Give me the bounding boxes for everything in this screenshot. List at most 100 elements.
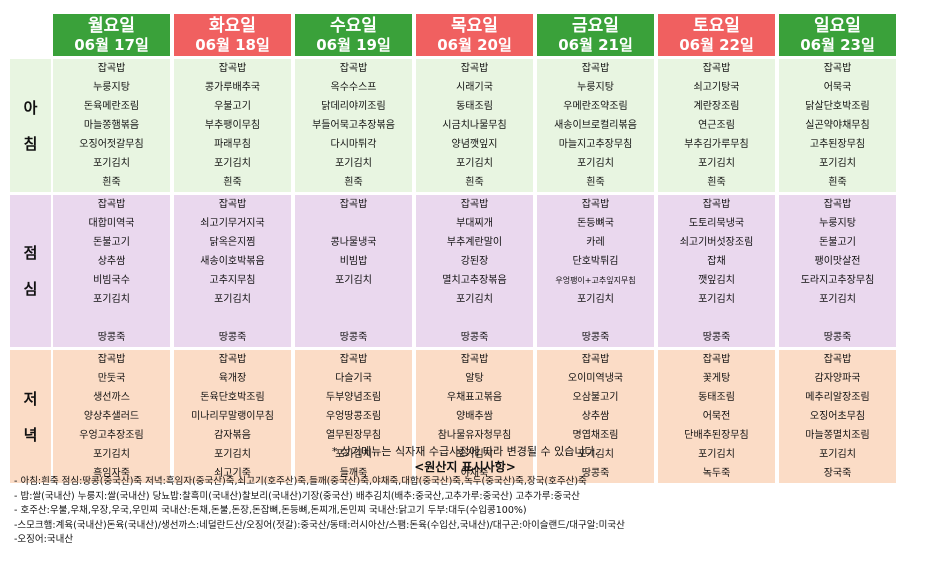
menu-item: 포기김치 — [698, 294, 735, 305]
label-char: 점 — [23, 244, 38, 262]
menu-item: 잡곡밥 — [581, 63, 610, 74]
menu-item: 흰죽 — [102, 177, 121, 188]
menu-item — [658, 309, 775, 328]
menu-item: 쇠고기무거지국 — [200, 218, 265, 229]
change-notice: * 상기메뉴는 식자재 수급사정에 따라 변경될 수 있습니다. — [331, 445, 599, 458]
origin-line: -오징어:국내산 — [14, 534, 74, 545]
menu-item: 누룽지탕 — [819, 218, 856, 229]
menu-item: 고추지무침 — [209, 275, 256, 286]
menu-item: 돈육단호박조림 — [200, 392, 265, 403]
menu-item: 포기김치 — [456, 158, 493, 169]
lunch-day-1: 잡곡밥 대합미역국 돈불고기 상추쌈 비빔국수 포기김치 땅콩죽 — [51, 195, 172, 347]
menu-item: 잡곡밥 — [581, 354, 610, 365]
menu-item: 도토리묵냉국 — [688, 218, 745, 229]
menu-item: 콩가루배추국 — [204, 82, 261, 93]
day-header-2: 화요일 06월 18일 — [172, 14, 293, 56]
menu-item — [53, 309, 170, 328]
day-name: 화요일 — [209, 15, 256, 36]
day-header-3: 수요일 06월 19일 — [293, 14, 414, 56]
menu-item: 흰죽 — [344, 177, 363, 188]
menu-item: 포기김치 — [335, 158, 372, 169]
lunch-day-4: 잡곡밥 부대찌개 부추계란말이 강된장 멸치고추장볶음 포기김치 땅콩죽 — [414, 195, 535, 347]
menu-item: 새송이호박볶음 — [200, 256, 265, 267]
weekly-menu-table: 월요일 06월 17일 화요일 06월 18일 수요일 06월 19일 목요일 06월 20일… — [10, 14, 898, 483]
menu-item: 다슬기국 — [335, 373, 372, 384]
origin-line: - 밥:쌀(국내산) 누룽지:쌀(국내산) 당뇨밥:찰흑미(국내산)찰보리(국내… — [14, 490, 580, 502]
menu-item: 포기김치 — [214, 449, 251, 460]
menu-item — [295, 309, 412, 328]
menu-item: 잡곡밥 — [460, 354, 489, 365]
menu-item: 단호박튀김 — [572, 256, 619, 267]
menu-item: 잡곡밥 — [339, 63, 368, 74]
menu-item: 콩나물냉국 — [330, 237, 377, 248]
menu-item: 육개장 — [218, 373, 247, 384]
label-char: 녁 — [23, 425, 38, 444]
day-name: 월요일 — [88, 15, 135, 36]
menu-item: 잡곡밥 — [823, 63, 852, 74]
menu-item: 땅콩죽 — [339, 332, 368, 343]
menu-item: 깻잎김치 — [698, 275, 735, 286]
menu-item: 포기김치 — [819, 449, 856, 460]
day-header-7: 일요일 06월 23일 — [777, 14, 898, 56]
menu-item: 포기김치 — [335, 449, 372, 460]
lunch-day-3: 잡곡밥 콩나물냉국 비빔밥 포기김치 땅콩죽 — [293, 195, 414, 347]
menu-item: 땅콩죽 — [823, 332, 852, 343]
menu-item: 상추쌈 — [581, 411, 610, 422]
label-char: 저 — [23, 389, 38, 408]
dinner-day-5: 잡곡밥 오이미역냉국 오삼불고기 상추쌈 명엽채조림 포기김치 땅콩죽 — [535, 350, 656, 483]
menu-item: 부추계란말이 — [446, 237, 503, 248]
menu-item: 잡곡밥 — [460, 199, 489, 210]
menu-item: 포기김치 — [93, 294, 130, 305]
day-header-4: 목요일 06월 20일 — [414, 14, 535, 56]
menu-item: 잡곡밥 — [97, 199, 126, 210]
dinner-day-7: 잡곡밥 감자양파국 메추리알장조림 오징어초무침 마늘쫑멸치조림 포기김치 장국죽 — [777, 350, 898, 483]
menu-item: 포기김치 — [456, 294, 493, 305]
menu-item: 잡채 — [707, 256, 726, 267]
menu-item: 포기김치 — [335, 275, 372, 286]
label-char: 침 — [23, 134, 38, 153]
menu-item: 쇠고기죽 — [214, 468, 251, 479]
origin-title: <원산지 표시사항> — [414, 460, 516, 474]
menu-item: 잡곡밥 — [702, 199, 731, 210]
menu-item: 옥수수스프 — [330, 82, 377, 93]
menu-item: 땅콩죽 — [97, 332, 126, 343]
menu-item: 쇠고기탕국 — [693, 82, 740, 93]
menu-item: 야채죽 — [460, 468, 489, 479]
breakfast-day-5: 잡곡밥 누룽지탕 우메란조약조림 새송이브로컬리볶음 마늘지고추장무침 포기김치 흰죽 — [535, 59, 656, 192]
dinner-day-4: 잡곡밥 알탕 우채표고볶음 양배추쌈 참나물유자청무침 포기김치 야채죽 — [414, 350, 535, 483]
menu-item: 닭살단호박조림 — [805, 101, 870, 112]
lunch-day-6: 잡곡밥 도토리묵냉국 쇠고기버섯장조림 잡채 깻잎김치 포기김치 땅콩죽 — [656, 195, 777, 347]
menu-item: 잡곡밥 — [218, 354, 247, 365]
menu-item: 꽃게탕 — [702, 373, 731, 384]
menu-item: 돈불고기 — [93, 237, 130, 248]
breakfast-day-4: 잡곡밥 시래기국 동태조림 시금치나물무침 양념깻잎지 포기김치 흰죽 — [414, 59, 535, 192]
menu-item: 잡곡밥 — [823, 199, 852, 210]
menu-item: 우엉땅콩조림 — [325, 411, 382, 422]
menu-item: 오삼불고기 — [572, 392, 619, 403]
menu-item: 실곤약야채무침 — [805, 120, 870, 131]
menu-item: 부추김가루무침 — [684, 139, 749, 150]
dinner-day-3: 잡곡밥 다슬기국 두부양념조림 우엉땅콩조림 열무된장무침 포기김치 들깨죽 — [293, 350, 414, 483]
menu-item — [295, 290, 412, 309]
menu-item: 땅콩죽 — [702, 332, 731, 343]
menu-item: 잡곡밥 — [460, 63, 489, 74]
menu-item — [537, 309, 654, 328]
menu-item: 잡곡밥 — [702, 63, 731, 74]
menu-item: 연근조림 — [698, 120, 735, 131]
menu-item: 파래무침 — [214, 139, 251, 150]
menu-item: 비빔국수 — [93, 275, 130, 286]
menu-item: 포기김치 — [698, 449, 735, 460]
menu-item: 잡곡밥 — [702, 354, 731, 365]
lunch-row: 점 심 잡곡밥 대합미역국 돈불고기 상추쌈 비빔국수 포기김치 땅콩죽 잡곡밥 쇠고기무거지국 닭옥… — [10, 195, 898, 347]
menu-item: 누룽지탕 — [577, 82, 614, 93]
menu-item: 잡곡밥 — [97, 354, 126, 365]
breakfast-day-7: 잡곡밥 어묵국 닭살단호박조림 실곤약야채무침 고추된장무침 포기김치 흰죽 — [777, 59, 898, 192]
menu-item: 계란장조림 — [693, 101, 740, 112]
menu-item: 부추팽이무침 — [204, 120, 261, 131]
menu-item: 마늘쫑햄볶음 — [83, 120, 140, 131]
dinner-day-6: 잡곡밥 꽃게탕 동태조림 어묵전 단배추된장무침 포기김치 녹두죽 — [656, 350, 777, 483]
menu-item: 잡곡밥 — [339, 199, 368, 210]
lunch-day-5: 잡곡밥 돈등뼈국 카레 단호박튀김 우엉팽이+고추잎지무침 포기김치 땅콩죽 — [535, 195, 656, 347]
menu-item: 명엽채조림 — [572, 430, 619, 441]
